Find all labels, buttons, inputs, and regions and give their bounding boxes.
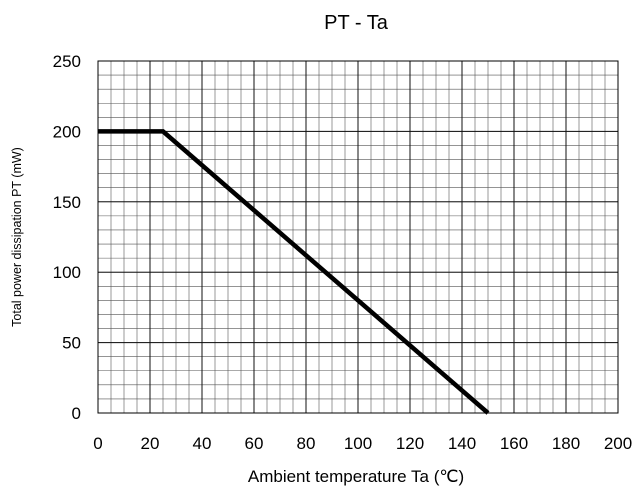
- y-tick-label: 150: [53, 193, 81, 212]
- plot-frame: [97, 60, 619, 414]
- x-tick-labels: 0 20 40 60 80 100 120 140 160 180 200: [93, 434, 632, 453]
- x-tick-label: 200: [604, 434, 632, 453]
- x-tick-label: 100: [344, 434, 372, 453]
- x-tick-label: 80: [297, 434, 316, 453]
- x-tick-label: 20: [141, 434, 160, 453]
- y-tick-labels: 0 50 100 150 200 250: [53, 52, 81, 423]
- y-tick-label: 0: [72, 404, 81, 423]
- x-tick-label: 60: [245, 434, 264, 453]
- x-tick-label: 140: [448, 434, 476, 453]
- y-tick-label: 250: [53, 52, 81, 71]
- y-tick-label: 50: [62, 334, 81, 353]
- grid: [97, 60, 619, 414]
- series-line: [98, 129, 490, 415]
- series-layer: [98, 129, 490, 415]
- y-axis-label: Total power dissipation PT (mW): [10, 147, 24, 327]
- x-tick-label: 40: [193, 434, 212, 453]
- y-tick-label: 100: [53, 263, 81, 282]
- x-tick-label: 0: [93, 434, 102, 453]
- x-axis-label: Ambient temperature Ta (℃): [248, 467, 464, 486]
- y-tick-label: 200: [53, 122, 81, 141]
- x-tick-label: 160: [500, 434, 528, 453]
- chart-title: PT - Ta: [324, 12, 389, 34]
- x-tick-label: 120: [396, 434, 424, 453]
- x-tick-label: 180: [552, 434, 580, 453]
